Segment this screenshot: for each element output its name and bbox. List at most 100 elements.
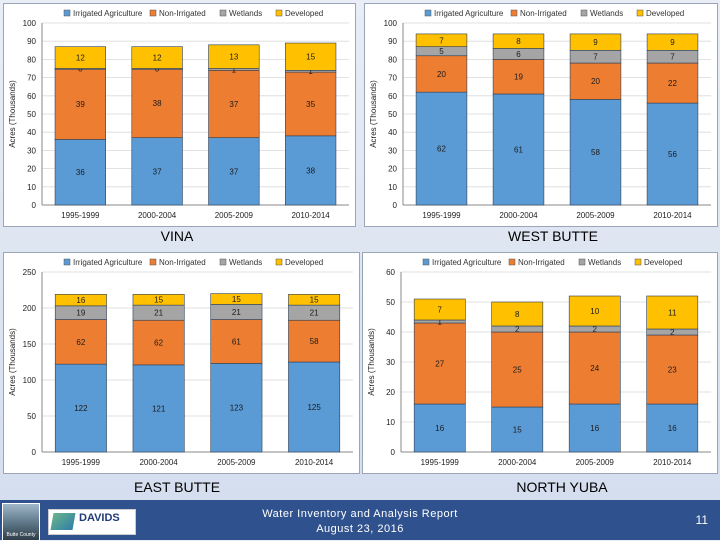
legend-item: Non-Irrigated	[510, 9, 567, 18]
page-number: 11	[695, 513, 708, 527]
y-tick-label: 0	[32, 448, 37, 457]
bar-segment	[646, 334, 699, 405]
chart-title-west-butte: WEST BUTTE	[508, 228, 598, 244]
bar-segment	[284, 71, 337, 137]
y-tick-label: 80	[27, 55, 36, 64]
data-label: 1	[308, 67, 313, 76]
bar-segment	[54, 46, 107, 69]
legend-swatch	[424, 9, 432, 17]
report-title: Water Inventory and Analysis Report	[262, 508, 458, 520]
bar-segment	[415, 55, 468, 93]
data-label: 16	[668, 424, 677, 433]
y-axis-label: Acres (Thousands)	[367, 328, 376, 396]
y-tick-label: 50	[27, 412, 36, 421]
footer-text: Water Inventory and Analysis Report Augu…	[230, 507, 490, 537]
chart-svg-3: Irrigated Agriculture Non-Irrigated Wetlan…	[367, 258, 711, 467]
bar-segment	[208, 44, 260, 69]
data-label: 62	[154, 339, 163, 348]
data-label: 9	[593, 38, 598, 47]
bar-segment	[568, 403, 621, 453]
legend-label: Irrigated Agriculture	[434, 9, 504, 18]
y-axis-label: Acres (Thousands)	[369, 80, 378, 148]
y-tick-label: 100	[384, 19, 398, 28]
x-tick-label: 1995-1999	[422, 211, 461, 220]
bar-segment	[54, 294, 107, 307]
bar-segment	[569, 99, 622, 206]
bar-segment	[132, 294, 185, 306]
bar-segment	[288, 319, 341, 363]
data-label: 9	[670, 38, 675, 47]
y-tick-label: 30	[388, 146, 397, 155]
bar-segment	[646, 295, 699, 330]
bar-segment	[284, 42, 337, 71]
data-label: 1	[232, 65, 237, 74]
data-label: 121	[152, 404, 166, 413]
bar-segment	[288, 294, 341, 306]
y-tick-label: 250	[23, 268, 37, 277]
data-label: 7	[438, 306, 443, 315]
chart-svg-2: Irrigated Agriculture Non-Irrigated Wetlan…	[8, 258, 353, 467]
data-label: 16	[76, 296, 85, 305]
legend-item: Irrigated Agriculture	[422, 258, 502, 267]
legend-label: Wetlands	[229, 9, 262, 18]
bar-segment	[132, 319, 185, 366]
chart-svg-1: Irrigated Agriculture Non-Irrigated Wetlan…	[369, 9, 711, 220]
data-label: 37	[229, 100, 238, 109]
data-label: 62	[437, 145, 446, 154]
y-tick-label: 100	[23, 19, 37, 28]
y-tick-label: 60	[388, 92, 397, 101]
y-tick-label: 10	[388, 183, 397, 192]
y-tick-label: 40	[27, 128, 36, 137]
data-label: 15	[513, 426, 522, 435]
data-label: 13	[229, 53, 238, 62]
legend-label: Developed	[646, 9, 684, 18]
data-label: 0	[78, 65, 83, 74]
legend-label: Wetlands	[590, 9, 623, 18]
data-label: 1	[438, 318, 443, 327]
x-tick-label: 2000-2004	[499, 211, 538, 220]
legend-swatch	[149, 9, 157, 17]
legend-item: Wetlands	[219, 258, 262, 267]
data-label: 7	[593, 53, 598, 62]
davids-logo-mark	[50, 513, 76, 530]
chart-west-butte: Irrigated Agriculture Non-Irrigated Wetlan…	[364, 3, 718, 227]
legend-item: Developed	[636, 9, 684, 18]
legend-item: Developed	[275, 9, 323, 18]
data-label: 12	[153, 54, 162, 63]
legend-swatch	[510, 9, 518, 17]
y-tick-label: 90	[388, 37, 397, 46]
chart-title-vina: VINA	[160, 228, 194, 244]
legend-item: Wetlands	[580, 9, 623, 18]
data-label: 58	[591, 148, 600, 157]
bar-segment	[131, 68, 183, 138]
data-label: 10	[590, 307, 599, 316]
data-label: 122	[74, 404, 88, 413]
data-label: 2	[515, 325, 520, 334]
legend-label: Irrigated Agriculture	[73, 9, 143, 18]
x-tick-label: 1995-1999	[62, 458, 101, 467]
y-tick-label: 100	[23, 376, 37, 385]
legend-item: Irrigated Agriculture	[424, 9, 504, 18]
bar-segment	[415, 91, 468, 206]
y-tick-label: 20	[388, 165, 397, 174]
data-label: 56	[668, 150, 677, 159]
y-tick-label: 50	[386, 298, 395, 307]
legend-item: Developed	[275, 258, 323, 267]
legend-label: Non-Irrigated	[159, 9, 206, 18]
data-label: 19	[76, 309, 85, 318]
x-tick-label: 2005-2009	[576, 211, 615, 220]
bar-segment	[413, 403, 466, 453]
chart-title-east-butte: EAST BUTTE	[133, 479, 221, 495]
bar-segment	[492, 59, 545, 95]
y-tick-label: 80	[388, 55, 397, 64]
legend-swatch	[63, 258, 71, 266]
x-tick-label: 2000-2004	[498, 458, 537, 467]
data-label: 35	[306, 100, 315, 109]
legend-label: Developed	[285, 9, 323, 18]
legend-label: Developed	[285, 258, 323, 267]
y-tick-label: 30	[386, 358, 395, 367]
legend-item: Developed	[634, 258, 682, 267]
y-tick-label: 40	[386, 328, 395, 337]
bar-segment	[54, 319, 107, 365]
y-tick-label: 90	[27, 37, 36, 46]
